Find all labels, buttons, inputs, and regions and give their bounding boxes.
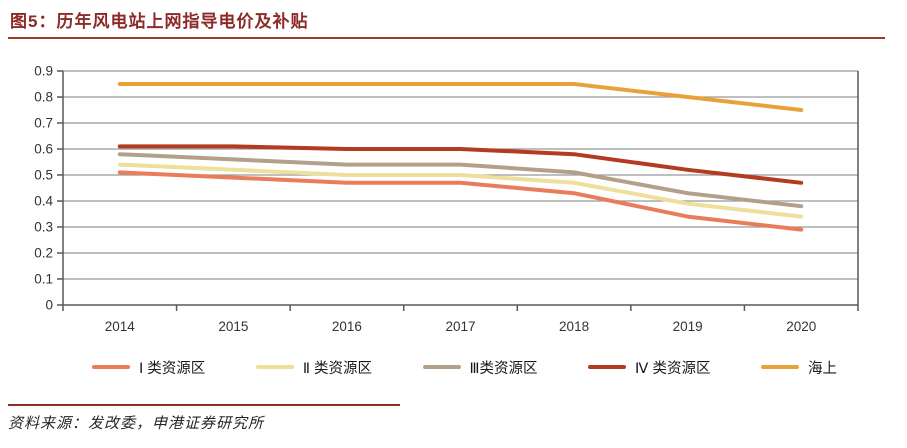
y-tick-label: 0.9 (34, 64, 53, 79)
y-tick-label: 0.3 (34, 220, 53, 235)
series-line-4 (117, 82, 804, 112)
legend-item-3: Ⅳ 类资源区 (588, 357, 710, 378)
y-tick-label: 0.2 (34, 246, 53, 261)
legend-label-4: 海上 (807, 360, 837, 377)
chart-legend: Ⅰ 类资源区 Ⅱ 类资源区 Ⅲ类资源区 Ⅳ 类资源区 海上 (0, 352, 907, 382)
x-tick-label: 2015 (218, 319, 248, 334)
legend-items-row: Ⅰ 类资源区 Ⅱ 类资源区 Ⅲ类资源区 Ⅳ 类资源区 海上 (92, 352, 837, 382)
legend-label-0: Ⅰ 类资源区 (139, 360, 206, 377)
legend-swatch-4 (760, 365, 799, 369)
title-rule (8, 37, 885, 39)
legend-label-1: Ⅱ 类资源区 (302, 360, 372, 377)
source-text: 资料来源：发改委，申港证券研究所 (8, 416, 265, 432)
x-tick-label: 2020 (786, 319, 816, 334)
legend-item-1: Ⅱ 类资源区 (255, 357, 372, 378)
legend-swatch-3 (588, 365, 627, 369)
y-tick-label: 0.8 (34, 90, 53, 105)
line-chart-plot: 0 0.1 0.2 0.3 0.4 0.5 0.6 0.7 0.8 0.9 2014 2015 2016… (34, 64, 859, 334)
legend-item-4: 海上 (760, 357, 837, 378)
series-line-0 (117, 170, 804, 232)
x-tick-label: 2017 (445, 319, 475, 334)
series-line-3 (117, 144, 804, 185)
y-tick-label: 0.1 (34, 272, 53, 287)
y-tick-label: 0.4 (34, 194, 53, 209)
x-tick-label: 2014 (105, 319, 136, 334)
y-tick-label: 0.6 (34, 142, 53, 157)
y-tick-label: 0.5 (34, 168, 53, 183)
x-tick-label: 2016 (332, 319, 362, 334)
x-tick-label: 2018 (559, 319, 589, 334)
legend-swatch-0 (92, 365, 130, 369)
source-rule (8, 404, 400, 406)
legend-swatch-2 (422, 365, 461, 369)
legend-label-3: Ⅳ 类资源区 (635, 360, 711, 377)
x-tick-label: 2019 (673, 319, 703, 334)
legend-item-0: Ⅰ 类资源区 (92, 357, 205, 378)
legend-label-2: Ⅲ类资源区 (469, 360, 538, 377)
series-line-1 (117, 162, 804, 219)
y-tick-label: 0 (45, 298, 53, 313)
legend-item-2: Ⅲ类资源区 (422, 357, 538, 378)
figure-title: 图5：历年风电站上网指导电价及补贴 (10, 12, 309, 31)
legend-swatch-1 (255, 365, 294, 369)
series-line-2 (117, 152, 804, 209)
y-tick-label: 0.7 (34, 116, 53, 131)
